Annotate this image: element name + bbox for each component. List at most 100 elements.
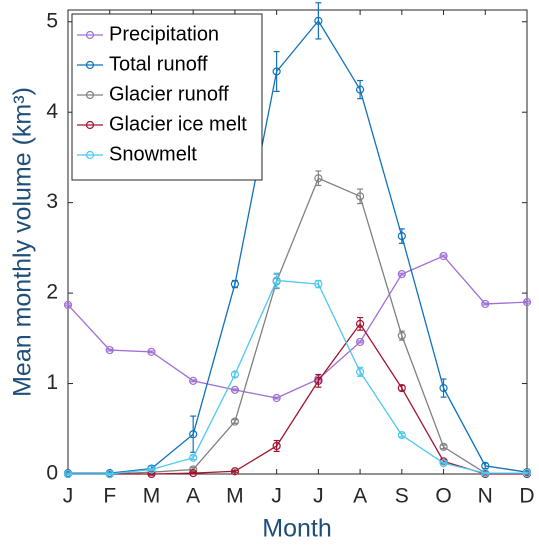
error-bar	[315, 373, 322, 388]
marker	[397, 270, 406, 279]
error-bar	[398, 384, 405, 392]
marker	[147, 465, 156, 474]
error-bar	[482, 302, 489, 306]
legend-marker	[85, 60, 95, 70]
marker	[189, 376, 198, 385]
x-tick-label: J	[271, 485, 282, 508]
error-bar	[65, 303, 71, 307]
series-line	[68, 322, 527, 475]
marker	[397, 232, 406, 241]
legend-label: Precipitation	[109, 23, 219, 45]
error-bar	[106, 472, 113, 476]
error-bar	[398, 228, 405, 244]
marker	[105, 345, 114, 355]
legend-marker	[85, 150, 95, 160]
x-axis-label: Month	[262, 515, 331, 543]
marker	[314, 16, 323, 25]
x-tick-label: N	[478, 485, 493, 508]
y-tick-label: 3	[46, 190, 58, 213]
series-line	[68, 279, 527, 475]
marker	[189, 468, 198, 478]
error-bar	[357, 340, 364, 344]
error-bar	[273, 396, 280, 400]
marker	[314, 279, 323, 289]
error-bar	[398, 272, 405, 276]
marker	[230, 370, 240, 379]
y-tick-label: 0	[46, 462, 58, 485]
marker	[481, 468, 490, 478]
marker	[439, 383, 448, 393]
marker	[439, 459, 448, 468]
marker	[439, 251, 448, 261]
error-bar	[440, 461, 447, 465]
legend-label: Snowmelt	[109, 143, 197, 165]
error-bar	[106, 348, 113, 352]
x-tick-label: D	[519, 485, 534, 508]
marker	[522, 298, 532, 307]
y-tick-label: 4	[46, 100, 58, 123]
y-tick-label: 1	[46, 371, 58, 394]
legend-label: Glacier runoff	[109, 83, 229, 105]
error-bar	[315, 2, 322, 40]
legend-box	[71, 13, 263, 181]
marker	[230, 385, 240, 394]
marker	[355, 319, 365, 328]
marker	[63, 300, 73, 309]
error-bar	[357, 79, 364, 100]
x-tick-label: F	[103, 485, 116, 508]
error-bar	[524, 300, 530, 304]
plot-area	[67, 9, 528, 475]
error-bar	[440, 254, 447, 258]
marker	[397, 431, 406, 440]
marker	[189, 430, 198, 439]
marker	[314, 174, 323, 183]
marker	[439, 442, 448, 451]
marker	[397, 331, 406, 340]
marker	[105, 469, 114, 479]
marker	[355, 192, 365, 201]
marker	[272, 441, 281, 451]
legend-label: Glacier ice melt	[109, 113, 247, 135]
x-tick-label: O	[435, 485, 451, 508]
marker	[355, 367, 365, 376]
legend-marker	[85, 30, 95, 40]
error-bar	[231, 419, 238, 424]
x-tick-label: A	[353, 485, 367, 508]
error-bar	[398, 432, 405, 438]
marker	[63, 469, 73, 479]
x-tick-label: S	[395, 485, 409, 508]
error-bar	[357, 316, 364, 331]
error-bar	[524, 471, 530, 475]
marker	[230, 279, 240, 289]
error-bar	[231, 371, 238, 378]
marker	[272, 276, 281, 285]
legend-marker	[85, 120, 95, 130]
error-bar	[190, 379, 197, 383]
marker	[189, 453, 198, 462]
marker	[147, 347, 156, 356]
error-bar	[65, 472, 71, 476]
x-tick-label: M	[226, 485, 244, 508]
legend-label: Total runoff	[109, 53, 208, 75]
error-bar	[357, 188, 364, 205]
error-bar	[148, 467, 155, 471]
marker	[230, 467, 240, 476]
marker	[522, 468, 532, 478]
error-bar	[148, 350, 155, 354]
marker	[481, 299, 490, 309]
marker	[314, 376, 323, 385]
error-bar	[190, 455, 197, 461]
series-line	[68, 177, 527, 475]
marker	[355, 85, 365, 94]
error-bar	[190, 415, 197, 453]
error-bar	[315, 170, 322, 187]
y-tick-label: 2	[46, 281, 58, 304]
x-tick-label: J	[63, 485, 74, 508]
legend-marker	[85, 90, 95, 100]
series-line	[67, 255, 528, 399]
error-bar	[231, 469, 238, 473]
marker	[230, 417, 240, 426]
series-line	[68, 19, 528, 474]
error-bar	[482, 471, 489, 475]
